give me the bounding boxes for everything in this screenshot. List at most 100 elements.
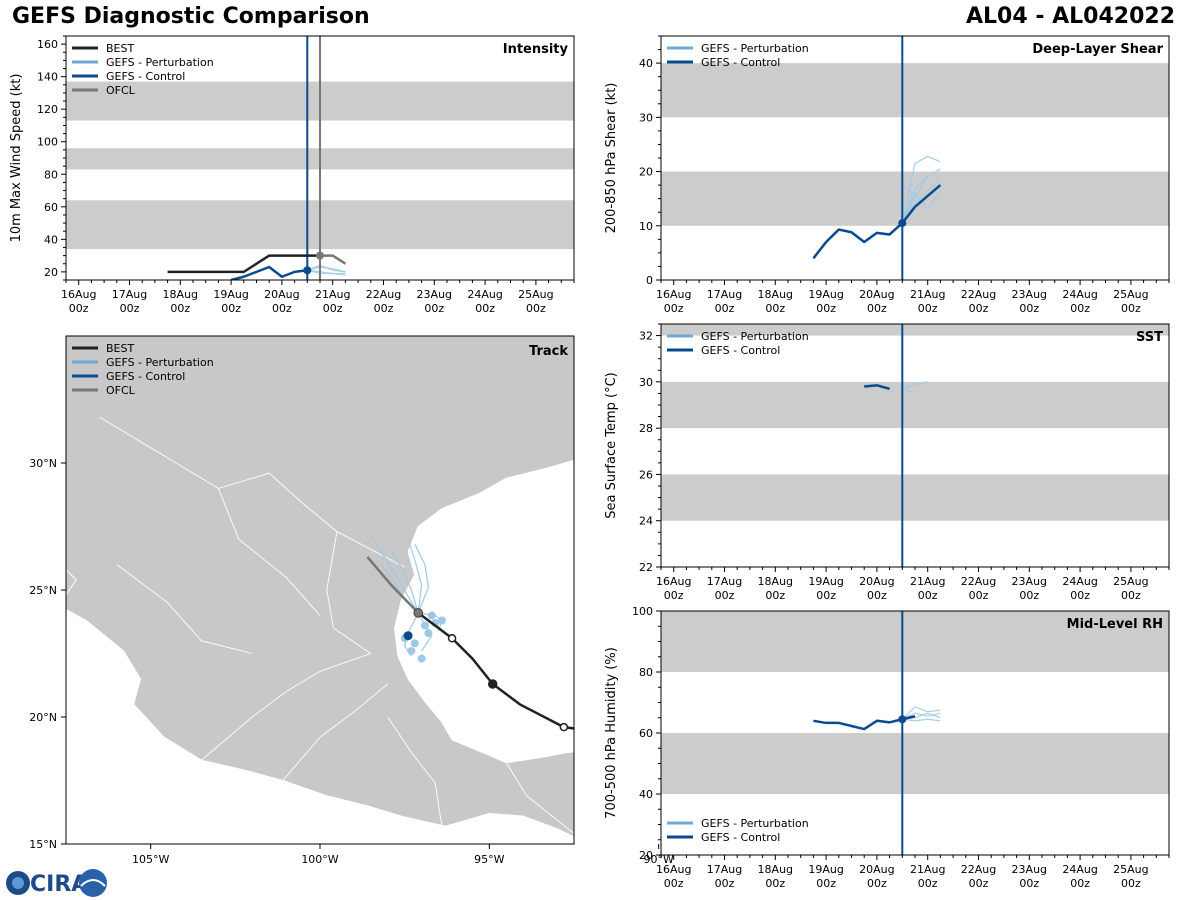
x-tick-label: 21Aug xyxy=(910,863,945,876)
y-tick-label: 40 xyxy=(639,788,653,801)
x-tick-label: 22Aug xyxy=(961,575,996,588)
perturbation-track xyxy=(407,539,423,613)
y-tick-label: 120 xyxy=(37,103,58,116)
x-tick-sublabel: 00z xyxy=(323,302,343,315)
x-tick-sublabel: 00z xyxy=(1019,877,1039,890)
legend-label: GEFS - Control xyxy=(106,370,185,383)
page-title: GEFS Diagnostic Comparison xyxy=(12,4,370,29)
x-tick-label: 19Aug xyxy=(808,863,843,876)
perturbation-line xyxy=(902,381,928,390)
x-tick-sublabel: 00z xyxy=(715,589,735,602)
lon-label: 105°W xyxy=(132,853,169,866)
chart-rh: 2040608010016Aug00z17Aug00z18Aug00z19Aug… xyxy=(604,605,1170,890)
best-track-position xyxy=(559,722,569,732)
series-line-control xyxy=(864,384,890,391)
y-tick-label: 30 xyxy=(639,111,653,124)
storm-id: AL04 - AL042022 xyxy=(966,4,1175,29)
cira-logo: CIRA xyxy=(6,869,107,897)
perturbation-line xyxy=(307,264,346,273)
x-tick-sublabel: 00z xyxy=(374,302,394,315)
x-tick-label: 16Aug xyxy=(61,288,96,301)
chart-title: Intensity xyxy=(503,42,569,57)
x-tick-sublabel: 00z xyxy=(1070,589,1090,602)
x-tick-label: 16Aug xyxy=(656,863,691,876)
y-tick-label: 20 xyxy=(44,266,58,279)
perturbation-line xyxy=(901,184,916,197)
x-tick-label: 18Aug xyxy=(163,288,198,301)
legend-label: GEFS - Control xyxy=(106,70,185,83)
y-tick-label: 40 xyxy=(44,233,58,246)
x-tick-sublabel: 00z xyxy=(816,877,836,890)
marker-control xyxy=(303,266,312,275)
lon-label: 90°W xyxy=(643,853,673,866)
x-tick-sublabel: 00z xyxy=(867,877,887,890)
perturbation-line xyxy=(901,173,929,224)
x-tick-label: 19Aug xyxy=(808,288,843,301)
y-tick-label: 10 xyxy=(639,220,653,233)
x-tick-label: 22Aug xyxy=(961,288,996,301)
perturbation-line xyxy=(901,706,941,720)
marker-control xyxy=(898,219,907,228)
state-border xyxy=(116,564,253,654)
perturbation-position xyxy=(427,611,436,620)
y-tick-label: 140 xyxy=(37,71,58,84)
state-border xyxy=(217,488,321,616)
state-border xyxy=(387,716,443,827)
chart-track: 105°W 100°W 95°W 90°W 15°N 20°N 25°N 30°N Track B… xyxy=(29,335,713,866)
perturbation-position xyxy=(417,654,426,663)
lat-label: 15°N xyxy=(29,838,57,851)
x-tick-sublabel: 00z xyxy=(526,302,546,315)
x-tick-label: 16Aug xyxy=(656,575,691,588)
x-tick-sublabel: 00z xyxy=(1121,302,1141,315)
perturbation-position xyxy=(420,621,429,630)
x-tick-sublabel: 00z xyxy=(918,877,938,890)
perturbation-track xyxy=(418,612,443,631)
legend-label: GEFS - Control xyxy=(701,56,780,69)
best-track-position xyxy=(692,797,700,805)
legend-label: OFCL xyxy=(106,84,136,97)
perturbation-position xyxy=(424,629,433,638)
x-tick-label: 21Aug xyxy=(910,575,945,588)
x-tick-label: 23Aug xyxy=(1012,575,1047,588)
y-axis-label: Sea Surface Temp (°C) xyxy=(604,372,619,519)
x-tick-sublabel: 00z xyxy=(816,302,836,315)
y-tick-label: 0 xyxy=(646,274,653,287)
x-tick-label: 22Aug xyxy=(961,863,996,876)
y-tick-label: 60 xyxy=(44,201,58,214)
legend-label: GEFS - Perturbation xyxy=(106,356,214,369)
lon-label: 100°W xyxy=(301,853,338,866)
y-tick-label: 100 xyxy=(37,136,58,149)
chart-intensity: 2040608010012014016016Aug00z17Aug00z18Au… xyxy=(9,35,575,315)
best-track-line xyxy=(417,611,574,730)
x-tick-sublabel: 00z xyxy=(918,302,938,315)
x-tick-label: 17Aug xyxy=(707,288,742,301)
x-tick-label: 25Aug xyxy=(1113,863,1148,876)
perturbation-track xyxy=(414,544,429,614)
marker-ofcl xyxy=(316,251,324,260)
x-tick-label: 23Aug xyxy=(1012,288,1047,301)
plot-area xyxy=(661,611,1169,855)
x-tick-label: 16Aug xyxy=(656,288,691,301)
x-tick-label: 17Aug xyxy=(707,863,742,876)
x-tick-sublabel: 00z xyxy=(715,302,735,315)
x-tick-label: 20Aug xyxy=(264,288,299,301)
ofcl-track-line xyxy=(366,556,420,614)
chart-title: Deep-Layer Shear xyxy=(1032,42,1163,57)
x-tick-sublabel: 00z xyxy=(664,877,684,890)
best-track-position xyxy=(705,807,713,815)
x-tick-sublabel: 00z xyxy=(969,589,989,602)
x-tick-sublabel: 00z xyxy=(664,302,684,315)
x-tick-label: 20Aug xyxy=(859,288,894,301)
y-tick-label: 60 xyxy=(639,727,653,740)
x-tick-sublabel: 00z xyxy=(221,302,241,315)
best-track-position xyxy=(648,780,655,787)
x-tick-label: 20Aug xyxy=(859,575,894,588)
legend-label: GEFS - Perturbation xyxy=(701,817,809,830)
plot-frame xyxy=(660,323,1170,568)
series-line-control xyxy=(813,715,916,731)
x-tick-sublabel: 00z xyxy=(867,589,887,602)
x-tick-label: 22Aug xyxy=(366,288,401,301)
x-tick-sublabel: 00z xyxy=(1070,302,1090,315)
shaded-band xyxy=(661,63,1169,118)
